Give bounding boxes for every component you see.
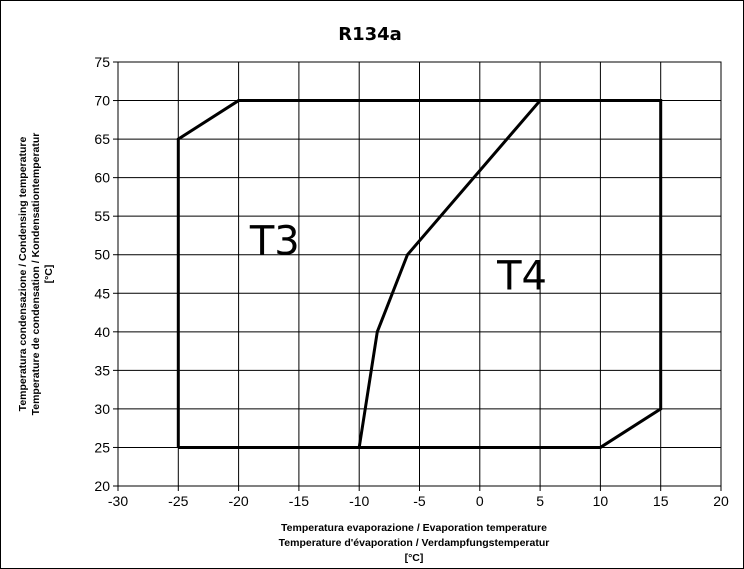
x-tick-label: -5: [413, 493, 426, 509]
y-tick-label: 45: [94, 285, 110, 301]
series-group: [176, 99, 663, 449]
y-tick-label: 70: [94, 93, 110, 109]
y-axis-label-line-1: Temperatura condensazione / Condensing t…: [17, 137, 29, 412]
y-axis-label-line-3: [°C]: [43, 265, 55, 284]
y-tick-label: 55: [94, 208, 110, 224]
x-tick-label: 10: [593, 493, 609, 509]
y-tick-label: 40: [94, 324, 110, 340]
x-tick-labels: -30 -25 -20 -15 -10 -5 0 5 10 15 20: [108, 486, 729, 509]
region-label-t3: T3: [249, 219, 300, 265]
series-line-2: [357, 99, 542, 448]
x-axis-label-line-2: Temperature d'évaporation / Verdampfungs…: [279, 537, 550, 549]
y-tick-label: 65: [94, 131, 110, 147]
series-line-1: [176, 99, 663, 449]
y-tick-label: 35: [94, 362, 110, 378]
y-tick-label: 75: [94, 54, 110, 70]
x-tick-label: -25: [168, 493, 188, 509]
x-tick-label: 5: [536, 493, 544, 509]
y-axis-label-line-2: Temperature de condensation / Kondensati…: [30, 133, 42, 416]
x-tick-label: 20: [713, 493, 729, 509]
x-tick-label: -20: [228, 493, 248, 509]
region-label-t4: T4: [496, 253, 547, 299]
y-tick-label: 50: [94, 247, 110, 263]
y-tick-labels: 20 25 30 35 40 45 50 55 60 65 70 75: [94, 54, 118, 494]
x-tick-label: -30: [108, 493, 128, 509]
x-axis-label-line-1: Temperatura evaporazione / Evaporation t…: [281, 522, 547, 534]
y-tick-label: 30: [94, 401, 110, 417]
y-tick-label: 20: [94, 478, 110, 494]
annotations: T3 T4: [249, 219, 547, 300]
y-tick-label: 60: [94, 170, 110, 186]
x-tick-label: 15: [653, 493, 669, 509]
x-axis-label-line-3: [°C]: [405, 552, 424, 564]
x-tick-label: -15: [289, 493, 309, 509]
y-tick-label: 25: [94, 439, 110, 455]
x-tick-label: 0: [476, 493, 484, 509]
x-tick-label: -10: [349, 493, 369, 509]
chart-title: R134a: [338, 24, 402, 45]
